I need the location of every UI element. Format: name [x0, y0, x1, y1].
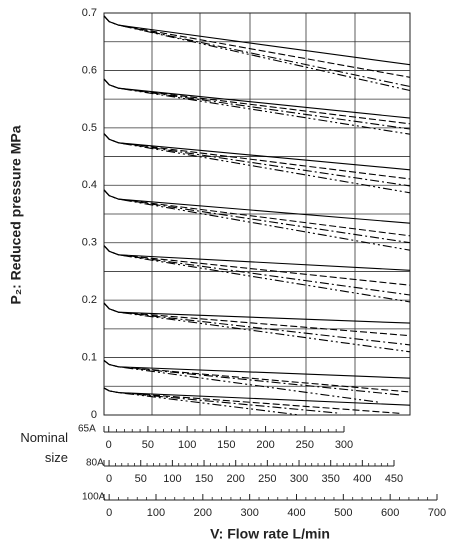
flow-curve — [103, 359, 381, 403]
x-tick-label: 400 — [287, 507, 305, 519]
flow-curve — [103, 189, 411, 251]
x-tick-label: 400 — [353, 473, 371, 485]
flow-curve — [103, 189, 411, 224]
flow-curve — [103, 302, 411, 353]
flow-curve — [103, 78, 411, 135]
x-tick-label: 300 — [335, 439, 353, 451]
flow-curve — [103, 78, 411, 130]
x-tick-label: 50 — [142, 439, 154, 451]
flow-curve — [103, 133, 411, 194]
flow-curve — [103, 15, 411, 78]
x-tick-label: 600 — [381, 507, 399, 519]
flow-curve — [103, 189, 411, 237]
x-tick-label: 100 — [147, 507, 165, 519]
x-tick-label: 200 — [227, 473, 245, 485]
flow-curve — [103, 15, 411, 66]
flow-curve — [103, 133, 411, 187]
flow-curve — [103, 78, 411, 125]
flow-curve — [103, 15, 411, 88]
x-tick-label: 450 — [385, 473, 403, 485]
x-tick-label: 250 — [296, 439, 314, 451]
x-tick-label: 150 — [195, 473, 213, 485]
x-tick-label: 300 — [240, 507, 258, 519]
flow-curve — [103, 245, 411, 286]
y-tick-label: 0.2 — [82, 294, 97, 306]
axis-size-label: 80A — [86, 458, 104, 469]
x-tick-label: 500 — [334, 507, 352, 519]
plot-frame — [103, 12, 411, 416]
nominal-size-label: Nominal size — [20, 430, 68, 465]
x-tick-label: 0 — [106, 439, 112, 451]
y-tick-label: 0.5 — [82, 122, 97, 134]
y-tick-label: 0.1 — [82, 351, 97, 363]
x-tick-label: 100 — [178, 439, 196, 451]
y-tick-label: 0.3 — [82, 237, 97, 249]
flow-curve — [103, 245, 411, 271]
x-tick-label: 150 — [217, 439, 235, 451]
flow-curve — [103, 15, 411, 92]
y-tick-label: 0.4 — [82, 179, 97, 191]
flow-curve — [103, 78, 411, 119]
flow-curve — [103, 189, 411, 244]
x-tick-label: 300 — [290, 473, 308, 485]
axis-size-label: 100A — [82, 492, 106, 503]
x-axis-title: V: Flow rate L/min — [210, 526, 330, 542]
x-tick-label: 350 — [322, 473, 340, 485]
y-tick-label: 0.7 — [82, 7, 97, 19]
flow-curve — [103, 387, 300, 416]
flow-curve — [103, 302, 411, 346]
x-tick-label: 50 — [135, 473, 147, 485]
y-tick-label: 0.6 — [82, 64, 97, 76]
axis-size-label: 65A — [78, 424, 96, 435]
flow-curve — [103, 245, 411, 296]
x-tick-label: 0 — [106, 473, 112, 485]
flow-curve — [103, 133, 411, 171]
x-tick-label: 200 — [256, 439, 274, 451]
flow-curve — [103, 359, 411, 379]
flow-curve — [103, 245, 411, 303]
x-tick-label: 200 — [194, 507, 212, 519]
y-tick-label: 0 — [91, 409, 97, 421]
y-axis-title: P₂: Reduced pressure MPa — [8, 125, 24, 304]
flow-curve — [103, 302, 411, 324]
x-tick-label: 0 — [106, 507, 112, 519]
x-tick-label: 700 — [428, 507, 446, 519]
x-tick-label: 250 — [258, 473, 276, 485]
x-tick-label: 100 — [163, 473, 181, 485]
